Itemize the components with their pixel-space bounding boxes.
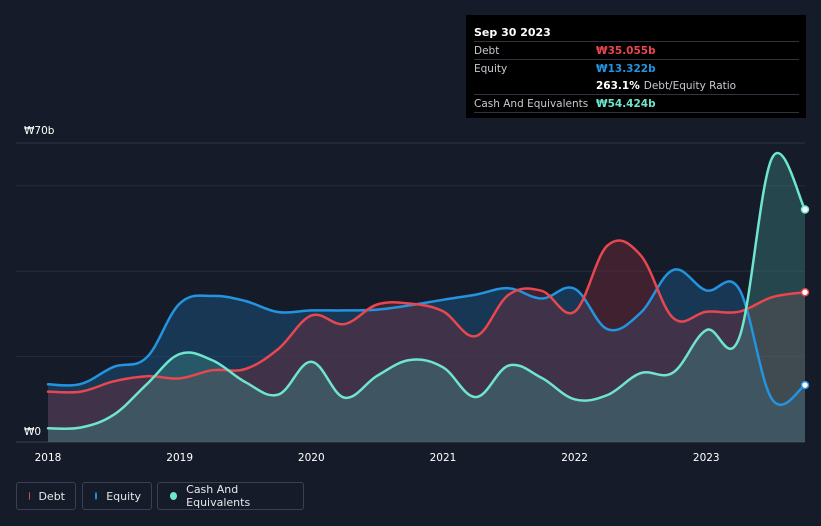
tooltip-debt-value: ₩35.055b	[596, 44, 656, 57]
legend-item-cash[interactable]: Cash And Equivalents	[157, 482, 304, 510]
cash-area	[48, 153, 805, 442]
tooltip-cash-value: ₩54.424b	[596, 97, 656, 110]
y-tick-label: ₩70b	[24, 125, 55, 137]
debt-endpoint-marker	[800, 288, 810, 297]
tooltip-panel: Sep 30 2023 Debt ₩35.055b Equity ₩13.322…	[466, 15, 806, 118]
tooltip-cash-label: Cash And Equivalents	[474, 97, 589, 110]
legend-item-debt[interactable]: Debt	[16, 482, 76, 510]
debt-series-line	[46, 239, 807, 394]
tooltip-row-debt: Debt ₩35.055b	[474, 41, 799, 59]
x-tick-label: 2023	[693, 452, 720, 464]
x-tick-label: 2018	[35, 452, 62, 464]
cash-legend-dot-icon	[170, 492, 178, 500]
legend-label-cash: Cash And Equivalents	[186, 483, 251, 509]
tooltip-date: Sep 30 2023	[474, 26, 551, 39]
equity-area	[48, 269, 805, 442]
tooltip-row-ratio: 263.1% Debt/Equity Ratio	[474, 77, 799, 94]
tooltip-debt-label: Debt	[474, 44, 500, 57]
legend-label-equity: Equity	[106, 489, 141, 503]
y-tick-label: ₩0	[24, 426, 41, 438]
x-tick-label: 2019	[166, 452, 193, 464]
legend-label-debt: Debt	[38, 489, 65, 503]
tooltip-ratio-value: 263.1%	[596, 79, 640, 92]
equity-series-line	[46, 268, 807, 406]
tooltip-ratio-label: Debt/Equity Ratio	[643, 79, 737, 92]
cash-endpoint-marker	[800, 205, 810, 214]
tooltip-row-cash: Cash And Equivalents ₩54.424b	[474, 94, 799, 113]
equity-legend-dot-icon	[95, 492, 98, 500]
x-tick-label: 2022	[561, 452, 588, 464]
tooltip-equity-value: ₩13.322b	[596, 62, 656, 75]
cash-series-line	[46, 151, 807, 431]
equity-endpoint-marker	[800, 380, 810, 390]
legend-item-equity[interactable]: Equity	[82, 482, 152, 510]
tooltip-row-equity: Equity ₩13.322b	[474, 59, 799, 77]
x-tick-label: 2020	[298, 452, 325, 464]
tooltip-equity-label: Equity	[474, 62, 508, 75]
x-tick-label: 2021	[430, 452, 457, 464]
